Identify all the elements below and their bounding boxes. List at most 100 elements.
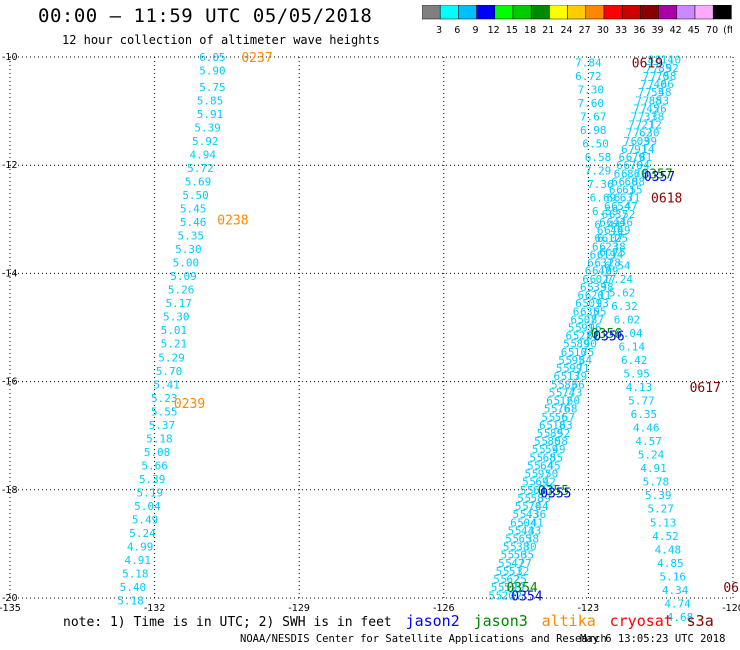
data-point: 5.20 (488, 589, 515, 602)
data-point: 6.76 (616, 159, 643, 172)
data-point: 5.44 (508, 524, 535, 537)
data-point: 6.59 (592, 205, 619, 218)
data-point: 5.85 (197, 94, 224, 107)
data-point: 5.95 (558, 354, 585, 367)
data-point: 6.12 (594, 232, 621, 245)
data-point: 6.33 (580, 281, 607, 294)
data-point: 5.38 (512, 532, 539, 545)
data-point: 5.76 (544, 403, 571, 416)
data-point: 6.07 (597, 232, 624, 245)
data-point: 5.73 (556, 386, 583, 399)
data-point: 6.21 (566, 330, 593, 343)
data-point: 5.74 (549, 386, 576, 399)
data-point: 6.42 (585, 265, 612, 278)
data-point: 7.92 (652, 62, 679, 75)
data-point: 5.22 (496, 589, 523, 602)
time-label: 0238 (217, 213, 248, 228)
colorbar-swatch (712, 5, 732, 20)
data-point: 6.37 (602, 208, 629, 221)
data-point: 7.85 (645, 62, 672, 75)
data-point: 5.04 (134, 500, 161, 513)
data-point: 5.24 (638, 449, 665, 462)
data-point: 5.57 (549, 411, 576, 424)
data-point: 6.63 (606, 192, 633, 205)
colorbar-label: 42 (670, 25, 682, 36)
data-point: 4.46 (633, 422, 660, 435)
data-point: 5.90 (570, 338, 597, 351)
colorbar-label: 21 (542, 25, 554, 36)
y-tick-label: -10 (2, 52, 18, 63)
data-point: 6.28 (594, 257, 621, 270)
data-point: 6.13 (553, 370, 580, 383)
data-point: 7.45 (633, 102, 660, 115)
data-point: 5.39 (194, 121, 221, 134)
data-point: 6.61 (609, 184, 636, 197)
data-point: 5.41 (517, 516, 544, 529)
data-point: 7.53 (643, 94, 670, 107)
data-point: 5.00 (173, 257, 200, 270)
data-point: 6.17 (590, 273, 617, 286)
data-point: 5.38 (503, 541, 530, 554)
data-point: 5.45 (534, 459, 561, 472)
data-point: 6.35 (573, 305, 600, 318)
data-point: 6.86 (614, 167, 641, 180)
data-point: 5.64 (527, 459, 554, 472)
data-point: 6.02 (582, 273, 609, 286)
colorbar-label: 24 (560, 25, 572, 36)
data-point: 6.01 (575, 297, 602, 310)
data-point: 7.60 (578, 97, 605, 110)
data-point: 5.33 (515, 524, 542, 537)
data-point: 5.17 (165, 297, 192, 310)
data-point: 5.39 (525, 492, 552, 505)
data-point: 6.12 (546, 395, 573, 408)
data-point: 7.24 (606, 273, 633, 286)
data-point: 5.49 (539, 443, 566, 456)
data-point: 5.99 (556, 362, 583, 375)
data-point: 6.32 (611, 300, 638, 313)
legend-s3a: s3a (686, 612, 714, 630)
data-point: 5.61 (520, 484, 547, 497)
data-point: 7.21 (628, 119, 655, 132)
colorbar-label: 3 (436, 25, 442, 36)
x-tick-label: -120 (722, 603, 740, 614)
data-point: 5.36 (520, 508, 547, 521)
data-point: 5.23 (151, 392, 178, 405)
colorbar-label: 27 (579, 25, 591, 36)
data-point: 5.72 (187, 162, 214, 175)
time-label: 0618 (651, 192, 682, 207)
data-point: 5.55 (537, 451, 564, 464)
data-point: 4.57 (635, 435, 662, 448)
data-point: 5.25 (500, 573, 527, 586)
data-point: 5.81 (573, 330, 600, 343)
data-point: 5.32 (503, 565, 530, 578)
data-point: 5.44 (522, 500, 549, 513)
data-point: 5.42 (529, 476, 556, 489)
time-label: 0355 (540, 487, 571, 502)
data-point: 7.66 (647, 78, 674, 91)
data-point: 5.30 (175, 243, 202, 256)
data-point: 5.75 (199, 81, 226, 94)
data-point: 7.31 (631, 111, 658, 124)
data-point: 5.89 (537, 427, 564, 440)
series-jason3: 8.147.857.707.407.557.887.457.317.217.62… (488, 54, 674, 603)
colorbar-label: 39 (651, 25, 663, 36)
data-point: 5.91 (568, 322, 595, 335)
data-point: 5.65 (505, 532, 532, 545)
data-point: 5.26 (168, 284, 195, 297)
data-point: 7.12 (635, 119, 662, 132)
data-point: 5.58 (541, 435, 568, 448)
data-point: 6.60 (611, 175, 638, 188)
chart-title: 00:00 – 11:59 UTC 05/05/2018 (38, 5, 373, 27)
data-point: 5.24 (129, 527, 156, 540)
data-point: 4.48 (655, 543, 682, 556)
data-point: 5.35 (178, 230, 205, 243)
data-point: 6.31 (587, 257, 614, 270)
data-point: 5.68 (551, 403, 578, 416)
data-point: 7.58 (650, 70, 677, 83)
data-point: 4.52 (652, 530, 679, 543)
timestamp: May 6 13:05:23 UTC 2018 (580, 633, 726, 645)
data-point: 5.70 (156, 365, 183, 378)
series-cryosat: 7.846.727.307.607.676.986.506.587.297.36… (575, 56, 693, 624)
data-point: 7.30 (578, 83, 605, 96)
